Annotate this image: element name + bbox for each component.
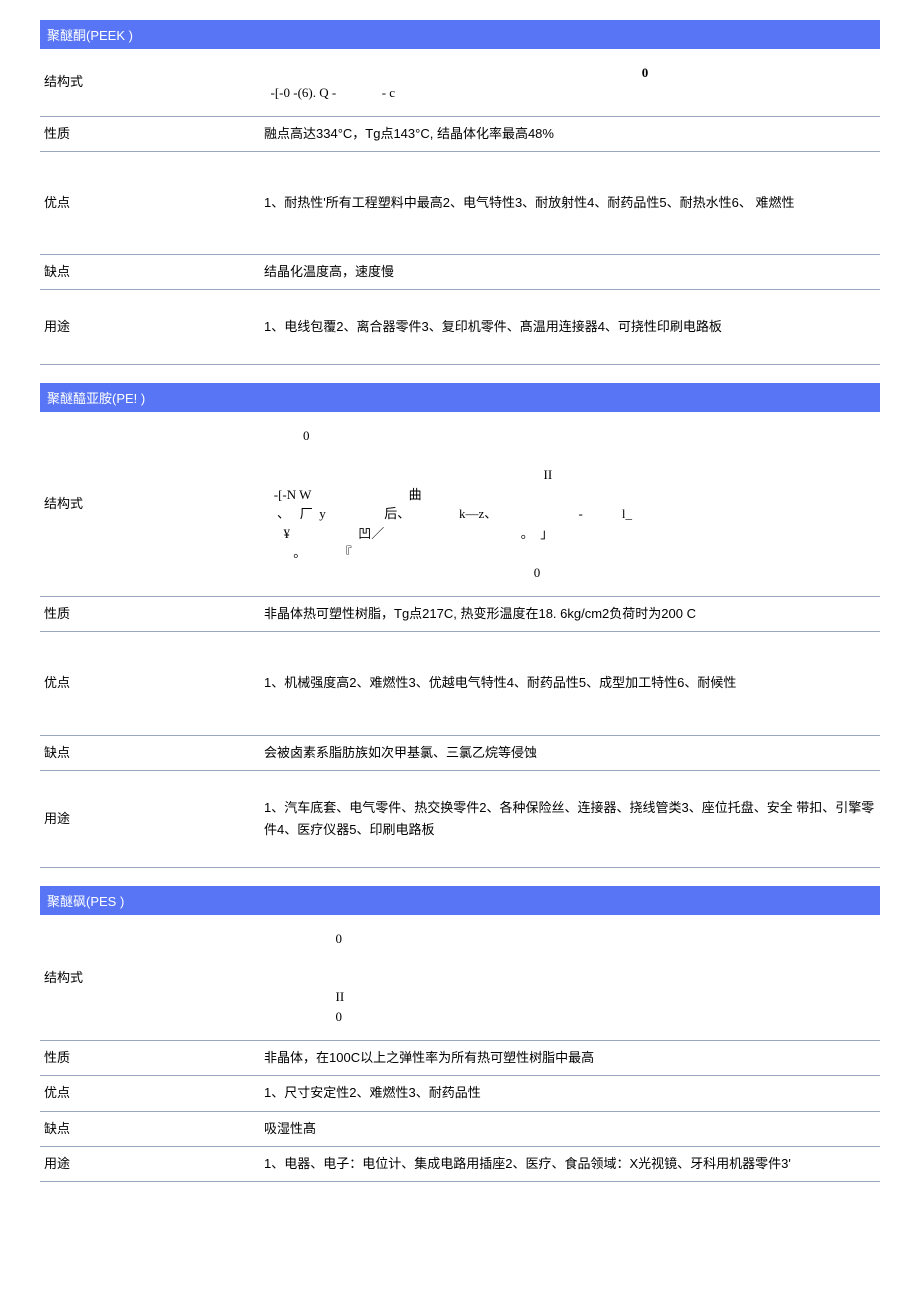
row-value: 1、电器、电子：电位计、集成电路用插座2、医疗、食品领域：X光视镜、牙科用机器零…	[260, 1146, 880, 1181]
row-label: 优点	[40, 1076, 260, 1111]
table-row: 性质非晶体，在100C以上之弹性率为所有热可塑性树脂中最高	[40, 1041, 880, 1076]
row-label: 缺点	[40, 1111, 260, 1146]
struct-line: -[-N W 曲	[264, 485, 876, 505]
struct-line: 、 厂 y 后、 k—z、 - l_	[264, 504, 876, 524]
table-row: 缺点吸湿性髙	[40, 1111, 880, 1146]
row-label: 用途	[40, 1146, 260, 1181]
row-label: 缺点	[40, 735, 260, 770]
row-label: 性质	[40, 597, 260, 632]
row-value: 会被卤素系脂肪族如次甲基氯、三氯乙烷等侵蚀	[260, 735, 880, 770]
row-label: 缺点	[40, 255, 260, 290]
material-block: 聚醚酮(PEEK )结构式0 -[-0 -(6). Q - - c性质融点高达3…	[40, 20, 880, 365]
table-row: 性质融点高达334°C，Tg点143°C, 结晶体化率最高48%	[40, 117, 880, 152]
material-table: 结构式 0 II -[-N W 曲 、 厂 y 后、 k—z、	[40, 412, 880, 867]
struct-line: 0	[264, 929, 876, 949]
row-label: 性质	[40, 1041, 260, 1076]
row-label: 用途	[40, 770, 260, 867]
table-row: 结构式 0 II 0	[40, 915, 880, 1041]
table-row: 结构式0 -[-0 -(6). Q - - c	[40, 49, 880, 117]
row-value: 0 II 0	[260, 915, 880, 1041]
table-row: 缺点会被卤素系脂肪族如次甲基氯、三氯乙烷等侵蚀	[40, 735, 880, 770]
row-value: 非晶体热可塑性树脂，Tg点217C, 热变形温度在18. 6kg/cm2负荷时为…	[260, 597, 880, 632]
row-label: 用途	[40, 290, 260, 365]
struct-line	[264, 968, 876, 988]
row-value: 1、电线包覆2、离合器零件3、复印机零件、髙温用连接器4、可挠性印刷电路板	[260, 290, 880, 365]
row-label: 性质	[40, 117, 260, 152]
material-table: 结构式0 -[-0 -(6). Q - - c性质融点高达334°C，Tg点14…	[40, 49, 880, 365]
struct-line: -[-0 -(6). Q - - c	[264, 83, 876, 103]
table-row: 性质非晶体热可塑性树脂，Tg点217C, 热变形温度在18. 6kg/cm2负荷…	[40, 597, 880, 632]
row-value: 0 -[-0 -(6). Q - - c	[260, 49, 880, 117]
struct-line: 0	[264, 63, 876, 83]
struct-line: ¥ 凹／ 。 」	[264, 524, 876, 544]
row-value: 1、机械强度高2、难燃性3、优越电气特性4、耐药品性5、成型加工特性6、耐候性	[260, 632, 880, 735]
row-value: 1、尺寸安定性2、难燃性3、耐药品性	[260, 1076, 880, 1111]
material-block: 聚醚砜(PES )结构式 0 II 0性质非晶体，在100C以上之弹性率为所有热…	[40, 886, 880, 1182]
table-row: 结构式 0 II -[-N W 曲 、 厂 y 后、 k—z、	[40, 412, 880, 597]
row-label: 优点	[40, 152, 260, 255]
material-header: 聚醚酮(PEEK )	[40, 20, 880, 49]
row-value: 吸湿性髙	[260, 1111, 880, 1146]
row-value: 结晶化温度高，速度慢	[260, 255, 880, 290]
struct-line: 。 『	[264, 543, 876, 563]
material-table: 结构式 0 II 0性质非晶体，在100C以上之弹性率为所有热可塑性树脂中最高优…	[40, 915, 880, 1182]
row-value: 1、耐热性'所有工程塑料中最高2、电气特性3、耐放射性4、耐药品性5、耐热水性6…	[260, 152, 880, 255]
row-value: 融点高达334°C，Tg点143°C, 结晶体化率最高48%	[260, 117, 880, 152]
table-row: 用途1、汽车底套、电气零件、热交换零件2、各种保险丝、连接器、挠线管类3、座位托…	[40, 770, 880, 867]
row-label: 结构式	[40, 412, 260, 597]
struct-line	[264, 446, 876, 466]
row-label: 结构式	[40, 49, 260, 117]
row-value: 0 II -[-N W 曲 、 厂 y 后、 k—z、	[260, 412, 880, 597]
row-value: 1、汽车底套、电气零件、热交换零件2、各种保险丝、连接器、挠线管类3、座位托盘、…	[260, 770, 880, 867]
table-row: 缺点结晶化温度高，速度慢	[40, 255, 880, 290]
table-row: 用途1、电器、电子：电位计、集成电路用插座2、医疗、食品领域：X光视镜、牙科用机…	[40, 1146, 880, 1181]
table-row: 优点1、机械强度高2、难燃性3、优越电气特性4、耐药品性5、成型加工特性6、耐候…	[40, 632, 880, 735]
row-label: 优点	[40, 632, 260, 735]
struct-line: 0	[264, 426, 876, 446]
material-header: 聚醚砜(PES )	[40, 886, 880, 915]
struct-line: II	[264, 465, 876, 485]
row-value: 非晶体，在100C以上之弹性率为所有热可塑性树脂中最高	[260, 1041, 880, 1076]
struct-line: II	[264, 987, 876, 1007]
table-row: 用途1、电线包覆2、离合器零件3、复印机零件、髙温用连接器4、可挠性印刷电路板	[40, 290, 880, 365]
struct-line	[264, 948, 876, 968]
table-row: 优点1、耐热性'所有工程塑料中最高2、电气特性3、耐放射性4、耐药品性5、耐热水…	[40, 152, 880, 255]
material-block: 聚醚醯亚胺(PE! )结构式 0 II -[-N W 曲 、 厂 y 后、	[40, 383, 880, 867]
struct-line: 0	[264, 1007, 876, 1027]
table-row: 优点1、尺寸安定性2、难燃性3、耐药品性	[40, 1076, 880, 1111]
material-header: 聚醚醯亚胺(PE! )	[40, 383, 880, 412]
struct-line: 0	[264, 563, 876, 583]
row-label: 结构式	[40, 915, 260, 1041]
